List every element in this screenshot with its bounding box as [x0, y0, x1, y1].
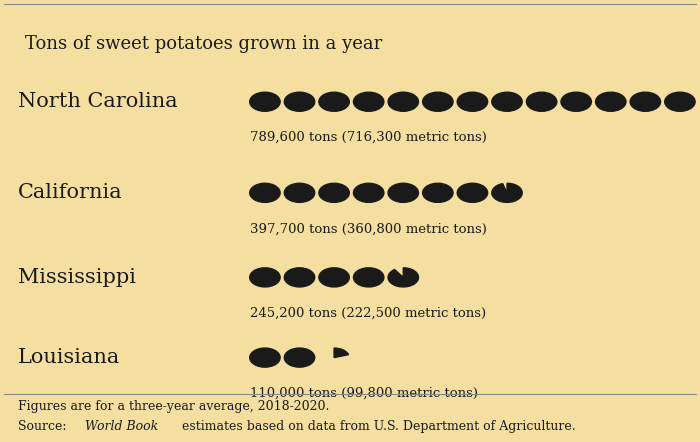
Circle shape [388, 92, 419, 111]
Text: Louisiana: Louisiana [18, 348, 120, 367]
Circle shape [284, 348, 315, 367]
Circle shape [284, 92, 315, 111]
Circle shape [561, 92, 592, 111]
Text: 397,700 tons (360,800 metric tons): 397,700 tons (360,800 metric tons) [250, 222, 486, 235]
Text: estimates based on data from U.S. Department of Agriculture.: estimates based on data from U.S. Depart… [178, 419, 576, 433]
Circle shape [630, 92, 661, 111]
Circle shape [250, 92, 280, 111]
Circle shape [526, 92, 556, 111]
Text: 245,200 tons (222,500 metric tons): 245,200 tons (222,500 metric tons) [250, 307, 486, 320]
Circle shape [665, 92, 695, 111]
Text: California: California [18, 183, 122, 202]
Circle shape [250, 268, 280, 287]
Circle shape [457, 183, 488, 202]
Text: Tons of sweet potatoes grown in a year: Tons of sweet potatoes grown in a year [25, 34, 382, 53]
Text: World Book: World Book [85, 419, 158, 433]
Circle shape [423, 92, 453, 111]
Circle shape [457, 92, 488, 111]
Circle shape [319, 92, 349, 111]
Circle shape [284, 268, 315, 287]
Circle shape [319, 268, 349, 287]
Circle shape [284, 183, 315, 202]
Wedge shape [492, 183, 522, 202]
Text: Mississippi: Mississippi [18, 268, 136, 287]
Circle shape [492, 92, 522, 111]
Circle shape [354, 92, 384, 111]
Wedge shape [334, 348, 349, 358]
Text: Source:: Source: [18, 419, 71, 433]
Circle shape [423, 183, 453, 202]
Text: North Carolina: North Carolina [18, 92, 178, 111]
Circle shape [354, 268, 384, 287]
Circle shape [319, 348, 349, 367]
Circle shape [388, 268, 419, 287]
Circle shape [250, 183, 280, 202]
Wedge shape [388, 268, 419, 287]
Circle shape [354, 183, 384, 202]
Circle shape [699, 92, 700, 111]
Circle shape [388, 183, 419, 202]
Circle shape [492, 183, 522, 202]
Circle shape [250, 348, 280, 367]
Circle shape [319, 183, 349, 202]
Text: 789,600 tons (716,300 metric tons): 789,600 tons (716,300 metric tons) [250, 131, 486, 144]
Text: Figures are for a three-year average, 2018-2020.: Figures are for a three-year average, 20… [18, 400, 330, 413]
Circle shape [596, 92, 626, 111]
Text: 110,000 tons (99,800 metric tons): 110,000 tons (99,800 metric tons) [250, 387, 477, 400]
